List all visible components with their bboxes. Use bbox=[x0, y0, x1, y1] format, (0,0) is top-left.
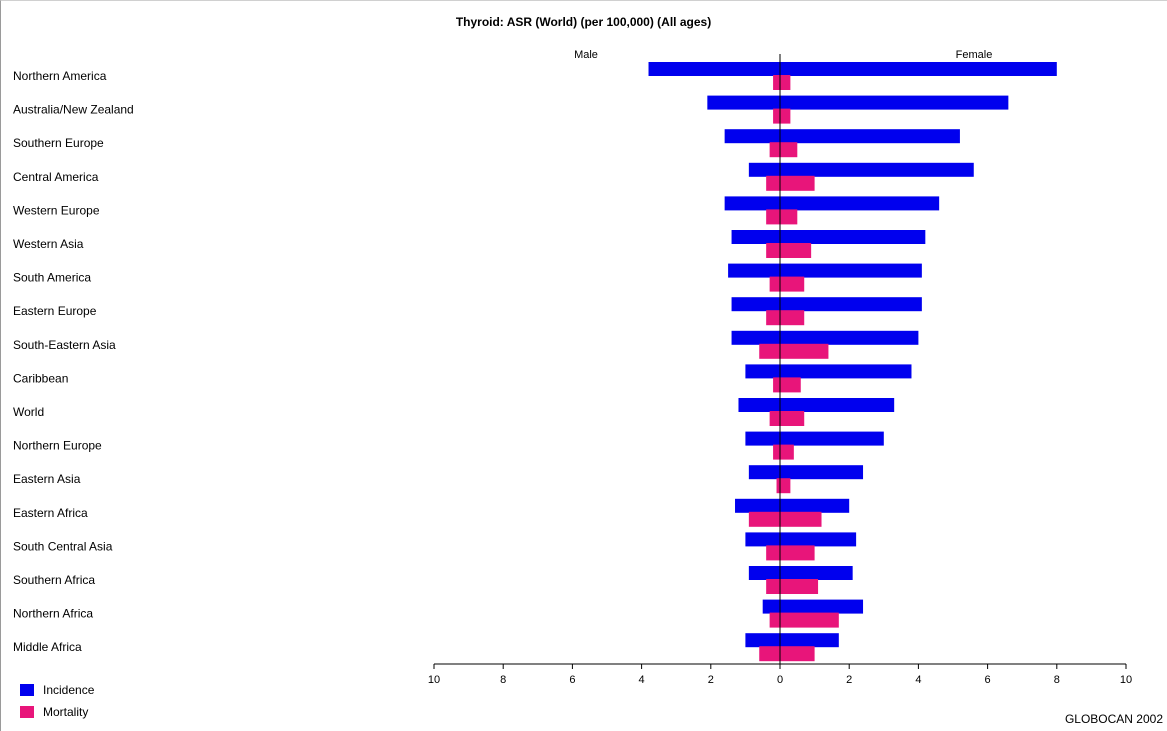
x-tick-label: 6 bbox=[569, 674, 575, 686]
incidence-bar-western-europe bbox=[724, 196, 940, 211]
source-credit: GLOBOCAN 2002 bbox=[1064, 712, 1163, 726]
mortality-bar-northern-europe bbox=[773, 444, 794, 460]
x-tick-label: 6 bbox=[985, 674, 991, 686]
incidence-bar-caribbean bbox=[745, 364, 912, 379]
mortality-bar-middle-africa bbox=[759, 646, 815, 662]
category-label-central-america: Central America bbox=[13, 170, 99, 184]
legend-item-mortality: Mortality bbox=[20, 701, 94, 723]
female-side-label: Female bbox=[956, 49, 993, 61]
category-label-south-eastern-asia: South-Eastern Asia bbox=[13, 338, 116, 352]
incidence-bar-western-asia bbox=[731, 230, 926, 244]
category-label-northern-america: Northern America bbox=[13, 69, 107, 83]
incidence-bar-middle-africa bbox=[745, 633, 839, 648]
category-label-southern-europe: Southern Europe bbox=[13, 136, 104, 150]
mortality-bar-south-america bbox=[769, 276, 805, 292]
incidence-bar-south-eastern-asia bbox=[731, 330, 919, 345]
x-tick-label: 2 bbox=[846, 674, 852, 686]
category-label-eastern-europe: Eastern Europe bbox=[13, 304, 97, 318]
legend: Incidence Mortality bbox=[20, 679, 94, 723]
incidence-bar-south-america bbox=[728, 263, 922, 278]
mortality-bar-central-america bbox=[766, 175, 815, 191]
category-label-south-america: South America bbox=[13, 271, 91, 285]
category-label-western-europe: Western Europe bbox=[13, 203, 100, 217]
incidence-bar-northern-africa bbox=[762, 599, 864, 614]
mortality-bar-northern-america bbox=[773, 75, 791, 90]
mortality-bar-southern-africa bbox=[766, 579, 819, 594]
chart-title: Thyroid: ASR (World) (per 100,000) (All … bbox=[455, 15, 712, 29]
category-label-southern-africa: Southern Africa bbox=[13, 573, 95, 587]
x-tick-label: 10 bbox=[1120, 674, 1132, 686]
x-tick-label: 8 bbox=[500, 674, 506, 686]
incidence-bar-northern-america bbox=[648, 62, 1057, 76]
mortality-bar-eastern-europe bbox=[766, 310, 805, 326]
mortality-bar-south-eastern-asia bbox=[759, 343, 829, 359]
category-label-caribbean: Caribbean bbox=[13, 371, 68, 385]
incidence-bar-eastern-europe bbox=[731, 297, 922, 312]
category-label-eastern-asia: Eastern Asia bbox=[13, 472, 81, 486]
x-tick-label: 10 bbox=[428, 674, 440, 686]
legend-swatch-incidence bbox=[20, 684, 34, 696]
mortality-bar-south-central-asia bbox=[766, 545, 815, 561]
incidence-bar-world bbox=[738, 398, 895, 412]
legend-swatch-mortality bbox=[20, 706, 34, 718]
legend-label-mortality: Mortality bbox=[43, 705, 89, 719]
incidence-bar-northern-europe bbox=[745, 431, 884, 446]
category-label-middle-africa: Middle Africa bbox=[13, 640, 82, 654]
incidence-bar-southern-europe bbox=[724, 129, 960, 144]
x-tick-label: 4 bbox=[915, 674, 921, 686]
mortality-bar-eastern-asia bbox=[776, 478, 791, 494]
category-label-world: World bbox=[13, 405, 44, 419]
incidence-bar-central-america bbox=[748, 162, 974, 177]
incidence-bar-eastern-asia bbox=[748, 465, 864, 480]
mortality-bar-world bbox=[769, 411, 805, 426]
category-label-northern-europe: Northern Europe bbox=[13, 439, 102, 453]
mortality-bar-southern-europe bbox=[769, 142, 798, 158]
category-label-northern-africa: Northern Africa bbox=[13, 607, 93, 621]
category-label-australia-new-zealand: Australia/New Zealand bbox=[13, 103, 134, 117]
mortality-bar-northern-africa bbox=[769, 612, 839, 628]
mortality-bar-western-asia bbox=[766, 243, 812, 258]
mortality-bar-australia-new-zealand bbox=[773, 108, 791, 124]
x-tick-label: 4 bbox=[639, 674, 645, 686]
mortality-bar-western-europe bbox=[766, 209, 798, 225]
x-tick-label: 2 bbox=[708, 674, 714, 686]
x-tick-label: 0 bbox=[777, 674, 783, 686]
legend-item-incidence: Incidence bbox=[20, 679, 94, 701]
incidence-bar-eastern-africa bbox=[735, 498, 850, 513]
category-label-western-asia: Western Asia bbox=[13, 237, 84, 251]
mortality-bar-eastern-africa bbox=[748, 511, 822, 527]
mortality-bar-caribbean bbox=[773, 377, 801, 393]
legend-label-incidence: Incidence bbox=[43, 683, 95, 697]
male-side-label: Male bbox=[574, 49, 598, 61]
incidence-bar-south-central-asia bbox=[745, 532, 857, 547]
category-label-south-central-asia: South Central Asia bbox=[13, 539, 113, 553]
category-label-eastern-africa: Eastern Africa bbox=[13, 506, 88, 520]
x-tick-label: 8 bbox=[1054, 674, 1060, 686]
incidence-bar-australia-new-zealand bbox=[707, 95, 1009, 110]
incidence-bar-southern-africa bbox=[748, 566, 853, 580]
